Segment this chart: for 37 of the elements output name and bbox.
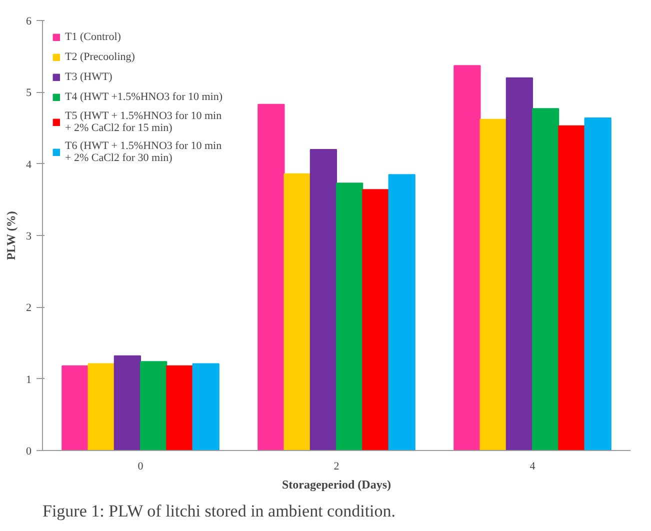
bar xyxy=(114,355,141,450)
bar xyxy=(454,65,481,450)
bar xyxy=(558,125,586,450)
bar xyxy=(284,173,311,450)
y-tick-label: 4 xyxy=(26,158,32,171)
bar xyxy=(362,189,390,450)
y-tick-label: 3 xyxy=(26,230,32,242)
legend-label: T3 (HWT) xyxy=(65,70,112,84)
bar xyxy=(140,361,168,450)
y-tick-label: 2 xyxy=(26,302,32,314)
bar xyxy=(336,182,364,450)
bar xyxy=(88,363,115,450)
legend-label: T5 (HWT + 1.5%HNO3 for 10 min + 2% CaCl2 for 15 min) xyxy=(65,110,222,134)
legend-label: T2 (Precooling) xyxy=(65,50,135,64)
bar xyxy=(532,108,560,450)
bar xyxy=(192,363,220,450)
bar xyxy=(506,77,533,450)
bar xyxy=(480,118,507,450)
x-tick-label: 4 xyxy=(530,460,536,472)
bar xyxy=(258,104,285,450)
x-axis-title: Storageperiod (Days) xyxy=(282,478,391,492)
bar xyxy=(584,117,612,450)
legend-label: T1 (Control) xyxy=(65,30,121,44)
caption: Figure 1: PLW of litchi stored in ambient condition. xyxy=(42,502,396,520)
bar xyxy=(166,365,194,450)
legend-label: T4 (HWT +1.5%HNO3 for 10 min) xyxy=(65,90,223,104)
y-tick-label: 5 xyxy=(26,87,32,100)
x-tick-label: 2 xyxy=(334,460,340,472)
legend-label: T6 (HWT + 1.5%HNO3 for 10 min + 2% CaCl2 for 30 min) xyxy=(65,140,222,164)
y-tick-label: 1 xyxy=(26,374,32,386)
y-tick-label: 0 xyxy=(26,446,32,458)
bar xyxy=(310,149,337,450)
bar xyxy=(388,174,416,450)
y-axis-title: PLW (%) xyxy=(4,211,18,260)
y-tick-label: 6 xyxy=(26,16,32,28)
bar xyxy=(62,365,89,450)
x-tick-label: 0 xyxy=(138,460,144,472)
